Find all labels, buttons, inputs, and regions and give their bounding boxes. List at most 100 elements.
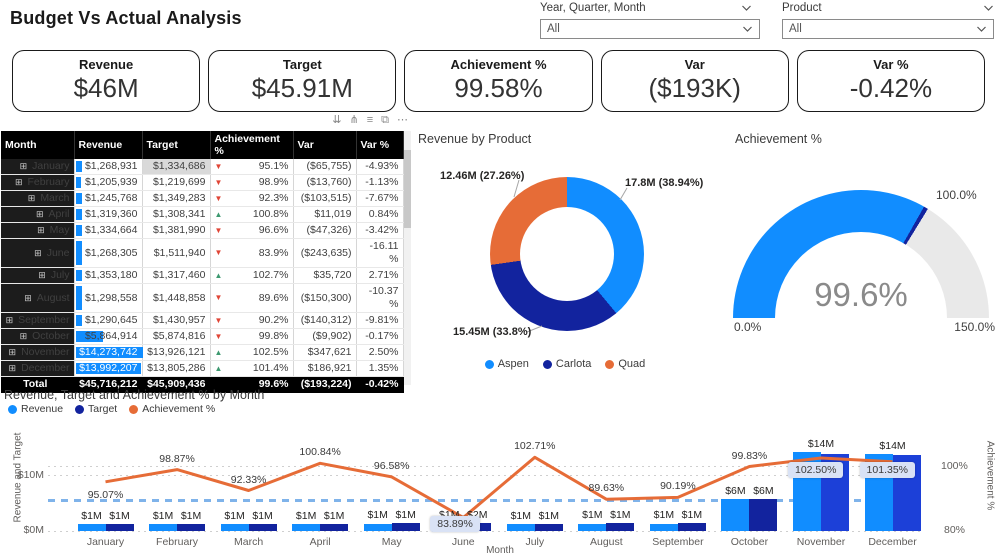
achievement-cell[interactable]: ▼ 95.1% <box>210 159 294 175</box>
revenue-cell[interactable]: $1,334,664 <box>74 222 143 239</box>
var-pct-cell[interactable]: -7.67% <box>356 190 404 207</box>
expand-icon[interactable]: ⊞ <box>8 347 17 357</box>
achievement-cell[interactable]: ▼ 90.2% <box>210 312 294 329</box>
var-pct-cell[interactable]: -4.93% <box>356 159 404 175</box>
expand-icon[interactable]: ⊞ <box>35 209 44 219</box>
revenue-bar[interactable] <box>649 523 678 531</box>
table-row[interactable]: ⊞ March $1,245,768 $1,349,283 ▼ 92.3% ($10… <box>1 190 404 207</box>
target-cell[interactable]: $1,381,990 <box>142 222 211 239</box>
revenue-cell[interactable]: $5,864,914 <box>74 328 143 345</box>
legend-item-target[interactable]: Target <box>75 403 117 415</box>
table-row[interactable]: ⊞ August $1,298,558 $1,448,858 ▼ 89.6% ($1… <box>1 283 404 313</box>
legend-item-aspen[interactable]: Aspen <box>484 358 529 370</box>
table-row[interactable]: ⊞ July $1,353,180 $1,317,460 ▲ 102.7% $35,… <box>1 267 404 284</box>
var-cell[interactable]: $347,621 <box>293 344 357 361</box>
target-cell[interactable]: $1,349,283 <box>142 190 211 207</box>
target-cell[interactable]: $5,874,816 <box>142 328 211 345</box>
revenue-cell[interactable]: $1,268,931 <box>74 159 143 175</box>
x-axis-month-label[interactable]: August <box>589 536 623 548</box>
revenue-bar[interactable] <box>578 523 607 531</box>
column-header[interactable]: Target <box>142 131 211 159</box>
target-cell[interactable]: $13,926,121 <box>142 344 211 361</box>
expand-icon[interactable]: ⊞ <box>8 363 17 373</box>
column-header[interactable]: Revenue <box>74 131 143 159</box>
table-row[interactable]: ⊞ September $1,290,645 $1,430,957 ▼ 90.2% … <box>1 312 404 329</box>
filter-icon[interactable]: ≡ <box>366 113 374 126</box>
expand-icon[interactable]: ⊞ <box>24 292 32 303</box>
achievement-cell[interactable]: ▼ 96.6% <box>210 222 294 239</box>
x-axis-month-label[interactable]: May <box>381 536 402 548</box>
var-cell[interactable]: ($243,635) <box>293 238 357 268</box>
var-cell[interactable]: ($103,515) <box>293 190 357 207</box>
var-pct-cell[interactable]: -3.42% <box>356 222 404 239</box>
revenue-bar[interactable] <box>292 523 321 531</box>
target-cell[interactable]: $1,308,341 <box>142 206 211 223</box>
x-axis-month-label[interactable]: June <box>451 536 475 548</box>
chevron-down-icon[interactable] <box>741 5 752 11</box>
var-cell[interactable]: $35,720 <box>293 267 357 284</box>
revenue-bar[interactable] <box>506 523 535 531</box>
expand-hierarchy-icon[interactable]: ⋔ <box>349 113 359 126</box>
month-cell[interactable]: ⊞ December <box>1 360 75 377</box>
target-cell[interactable]: $13,805,286 <box>142 360 211 377</box>
x-axis-month-label[interactable]: March <box>234 536 264 548</box>
x-axis-month-label[interactable]: April <box>309 536 331 548</box>
revenue-bar[interactable] <box>220 524 249 531</box>
column-header[interactable]: Month <box>1 131 75 159</box>
x-axis-month-label[interactable]: December <box>868 536 917 548</box>
month-cell[interactable]: ⊞ July <box>1 267 75 284</box>
column-header[interactable]: Var <box>293 131 357 159</box>
table-row[interactable]: ⊞ February $1,205,939 $1,219,699 ▼ 98.9% (… <box>1 174 404 191</box>
var-cell[interactable]: ($9,902) <box>293 328 357 345</box>
target-cell[interactable]: $1,511,940 <box>142 238 211 268</box>
month-cell[interactable]: ⊞ October <box>1 328 75 345</box>
table-row[interactable]: ⊞ May $1,334,664 $1,381,990 ▼ 96.6% ($47,3… <box>1 222 404 239</box>
x-axis-month-label[interactable]: September <box>652 536 704 548</box>
table-scrollbar-thumb[interactable] <box>404 150 411 228</box>
month-cell[interactable]: ⊞ February <box>1 174 75 191</box>
month-cell[interactable]: ⊞ January <box>1 159 75 175</box>
revenue-cell[interactable]: $1,268,305 <box>74 238 143 268</box>
slicer-product-dropdown[interactable]: All <box>782 19 994 39</box>
x-axis-month-label[interactable]: November <box>796 536 846 548</box>
table-header-row[interactable]: Month Revenue Target Achievement % Var Var % <box>1 131 404 159</box>
legend-item-quad[interactable]: Quad <box>605 358 645 370</box>
chevron-down-icon[interactable] <box>983 5 994 11</box>
target-bar[interactable] <box>534 523 563 531</box>
x-axis-month-label[interactable]: January <box>86 536 125 548</box>
revenue-cell[interactable]: $1,353,180 <box>74 267 143 284</box>
var-cell[interactable]: ($150,300) <box>293 283 357 313</box>
achievement-cell[interactable]: ▼ 92.3% <box>210 190 294 207</box>
var-pct-cell[interactable]: 2.71% <box>356 267 404 284</box>
revenue-cell[interactable]: $13,992,207 <box>74 360 143 377</box>
achievement-cell[interactable]: ▲ 102.7% <box>210 267 294 284</box>
achievement-cell[interactable]: ▲ 102.5% <box>210 344 294 361</box>
x-axis-month-label[interactable]: July <box>525 536 545 548</box>
expand-icon[interactable]: ⊞ <box>5 315 14 325</box>
month-cell[interactable]: ⊞ June <box>1 238 75 268</box>
var-pct-cell[interactable]: -10.37% <box>356 283 404 313</box>
target-bar[interactable] <box>105 523 134 531</box>
donut-chart[interactable] <box>490 177 644 331</box>
var-pct-cell[interactable]: -16.11% <box>356 238 404 268</box>
expand-icon[interactable]: ⊞ <box>14 177 23 187</box>
var-cell[interactable]: ($13,760) <box>293 174 357 191</box>
expand-icon[interactable]: ⊞ <box>27 193 36 203</box>
achievement-cell[interactable]: ▲ 101.4% <box>210 360 294 377</box>
x-axis-month-label[interactable]: October <box>730 536 769 548</box>
month-cell[interactable]: ⊞ May <box>1 222 75 239</box>
achievement-cell[interactable]: ▲ 100.8% <box>210 206 294 223</box>
table-row[interactable]: ⊞ June $1,268,305 $1,511,940 ▼ 83.9% ($243… <box>1 238 404 268</box>
table-total-row[interactable]: Total $45,716,212 $45,909,436 99.6% ($19… <box>1 376 404 393</box>
legend-item-revenue[interactable]: Revenue <box>8 403 63 415</box>
target-cell[interactable]: $1,219,699 <box>142 174 211 191</box>
target-cell[interactable]: $1,430,957 <box>142 312 211 329</box>
expand-icon[interactable]: ⊞ <box>34 247 42 258</box>
var-pct-cell[interactable]: 1.35% <box>356 360 404 377</box>
table-scrollbar-track[interactable] <box>404 131 411 385</box>
var-pct-cell[interactable]: -1.13% <box>356 174 404 191</box>
achievement-cell[interactable]: ▼ 83.9% <box>210 238 294 268</box>
drill-down-icon[interactable]: ⇊ <box>332 113 342 126</box>
expand-icon[interactable]: ⊞ <box>19 331 28 341</box>
target-bar[interactable] <box>320 523 349 531</box>
